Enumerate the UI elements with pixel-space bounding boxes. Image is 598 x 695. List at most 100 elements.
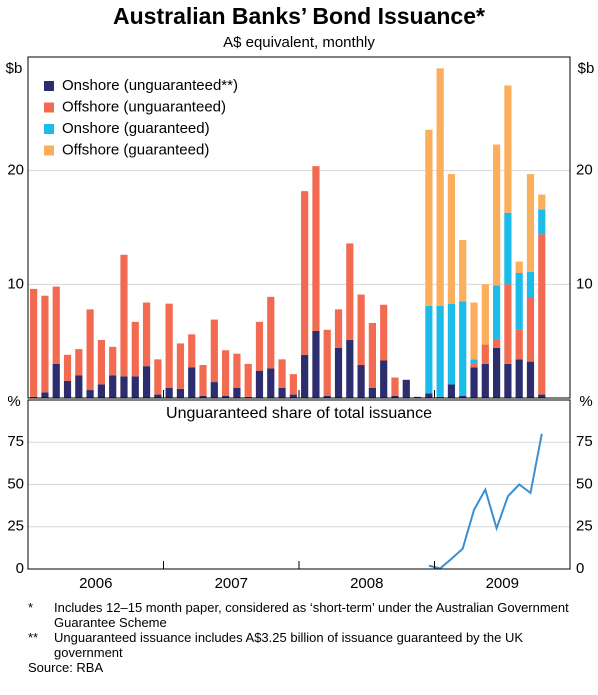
bar-segment: [255, 370, 264, 398]
legend-swatch: [44, 81, 54, 91]
line: [428, 433, 543, 570]
bar-segment: [346, 340, 354, 398]
y-tick-label: 50: [7, 475, 24, 492]
bar-segment: [109, 375, 117, 398]
bar-segment: [526, 297, 535, 362]
note: ** Unguaranteed issuance includes A$3.25 …: [28, 630, 588, 660]
bar-segment: [447, 384, 456, 398]
bar-segment: [425, 129, 433, 306]
bar-segment: [380, 360, 388, 398]
bar-segment: [515, 261, 523, 273]
bar-segment: [515, 272, 523, 330]
bar-segment: [63, 354, 72, 381]
bar-segment: [41, 392, 49, 398]
bar-segment: [222, 350, 230, 396]
bar-segment: [244, 396, 252, 398]
bar-segment: [493, 338, 501, 348]
bar-segment: [538, 394, 546, 398]
bar-segment: [504, 212, 512, 285]
legend-swatch: [44, 124, 54, 134]
bar-segment: [86, 309, 94, 391]
bar-segment: [142, 302, 151, 367]
bar-segment: [515, 359, 523, 398]
y-tick-label: 75: [576, 433, 593, 450]
x-tick-label: 2006: [79, 575, 112, 592]
y-unit: %: [7, 393, 20, 410]
y-tick-label: 20: [7, 162, 24, 179]
bar-segment: [459, 240, 467, 302]
bar-segment: [267, 296, 275, 369]
bar-segment: [289, 374, 297, 395]
bar-segment: [255, 321, 264, 371]
bar-segment: [75, 349, 83, 376]
bar-segment: [334, 309, 343, 348]
bar-segment: [312, 330, 320, 398]
bar-segment: [368, 387, 376, 398]
bar-segment: [233, 353, 241, 388]
y-tick-label: 20: [576, 162, 593, 179]
y-tick-label: 75: [7, 433, 24, 450]
chart: Australian Banks’ Bond Issuance* A$ equi…: [6, 3, 595, 592]
bar-segment: [233, 387, 241, 398]
y-tick-label: 10: [7, 275, 24, 292]
x-tick-label: 2009: [486, 575, 519, 592]
bar-segment: [176, 343, 185, 389]
bar-segment: [504, 284, 512, 364]
y-tick-label: 0: [576, 560, 584, 577]
bar-segment: [289, 394, 297, 398]
bar-segment: [120, 254, 128, 377]
bar-segment: [278, 387, 286, 398]
bar-segment: [425, 305, 433, 394]
bar-segment: [526, 361, 535, 398]
legend-label: Onshore (unguaranteed**): [62, 77, 238, 94]
legend-label: Onshore (guaranteed): [62, 120, 210, 137]
bar-segment: [210, 319, 218, 383]
bar-segment: [436, 305, 444, 397]
bar-segment: [380, 304, 388, 361]
y-tick-label: 25: [7, 518, 24, 535]
bar-segment: [368, 322, 376, 388]
bar-segment: [109, 346, 117, 376]
bar-segment: [357, 365, 365, 398]
y-unit: $b: [6, 60, 23, 77]
bar-segment: [188, 367, 196, 398]
bar-segment: [391, 395, 399, 398]
bar-segment: [357, 294, 365, 366]
note-text: Unguaranteed issuance includes A$3.25 bi…: [54, 630, 524, 660]
bar-segment: [154, 394, 162, 398]
bar-segment: [493, 347, 501, 398]
y-tick-label: 0: [16, 560, 24, 577]
bar-segment: [470, 302, 478, 360]
bar-segment: [97, 340, 105, 385]
bar-segment: [267, 368, 275, 398]
note-text: Includes 12–15 month paper, considered a…: [54, 600, 569, 630]
bar-segment: [413, 396, 422, 398]
bar-segment: [447, 174, 456, 304]
bar-segment: [538, 209, 546, 235]
bar-segment: [63, 380, 72, 398]
bar-segment: [470, 359, 478, 364]
panel-title: Unguaranteed share of total issuance: [166, 405, 432, 422]
bar-segment: [436, 396, 444, 398]
bar-segment: [323, 329, 331, 396]
y-unit: $b: [578, 60, 595, 77]
bar-segment: [481, 363, 489, 398]
bar-segment: [504, 363, 512, 398]
bar-segment: [165, 303, 173, 388]
bar-segment: [301, 354, 309, 398]
y-tick-label: 25: [576, 518, 593, 535]
bar-segment: [75, 375, 83, 398]
bar-segment: [526, 271, 535, 298]
legend-label: Offshore (guaranteed): [62, 141, 209, 158]
bar-segment: [222, 395, 230, 398]
bar-segment: [199, 395, 207, 398]
legend-label: Offshore (unguaranteed): [62, 98, 226, 115]
bar-segment: [459, 301, 467, 396]
bar-segment: [244, 363, 252, 397]
bar-segment: [334, 347, 343, 398]
source: Source: RBA: [28, 660, 104, 675]
bar-segment: [120, 376, 128, 398]
y-unit: %: [579, 393, 592, 410]
bar-segment: [470, 363, 478, 368]
